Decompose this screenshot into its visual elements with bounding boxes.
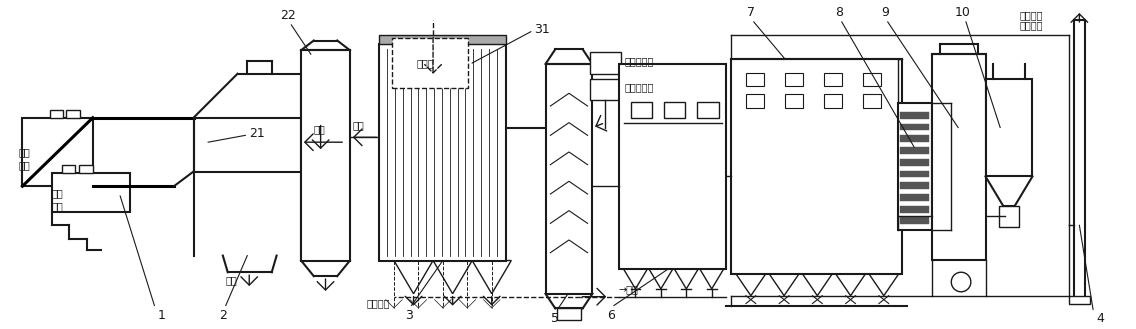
Bar: [61, 165, 75, 172]
Bar: [590, 79, 620, 100]
Bar: [732, 59, 902, 274]
Bar: [897, 103, 932, 230]
Text: 垃圾: 垃圾: [18, 160, 31, 170]
Text: 涉疫: 涉疫: [18, 147, 31, 157]
Bar: [901, 124, 929, 131]
Text: 9: 9: [880, 6, 888, 19]
Text: 垃圾: 垃圾: [52, 201, 64, 211]
Text: 柴油: 柴油: [314, 124, 326, 135]
Text: 4: 4: [1096, 312, 1104, 325]
Bar: [1069, 296, 1091, 304]
Text: 6: 6: [607, 309, 615, 322]
Bar: [50, 110, 64, 118]
Bar: [1000, 206, 1019, 227]
Text: 31: 31: [534, 23, 550, 36]
Bar: [558, 308, 580, 320]
Text: 炉渣: 炉渣: [226, 275, 237, 285]
Text: 活性炭喂料: 活性炭喂料: [625, 83, 654, 92]
Text: 处理后的: 处理后的: [1020, 10, 1043, 20]
Bar: [863, 73, 880, 87]
Text: 2: 2: [219, 309, 227, 322]
Bar: [863, 94, 880, 108]
Text: 焚烧尾气: 焚烧尾气: [1020, 20, 1043, 30]
Text: 10: 10: [955, 6, 971, 19]
Bar: [825, 73, 842, 87]
Bar: [901, 206, 929, 213]
Bar: [590, 52, 620, 74]
Bar: [901, 194, 929, 201]
Bar: [901, 147, 929, 154]
Bar: [545, 64, 593, 294]
Text: 氨水: 氨水: [353, 120, 365, 131]
Bar: [901, 135, 929, 142]
Text: 3: 3: [404, 309, 412, 322]
Bar: [901, 217, 929, 224]
Bar: [785, 73, 803, 87]
Bar: [80, 165, 93, 172]
Text: 7: 7: [746, 6, 754, 19]
Bar: [698, 102, 719, 118]
Bar: [619, 64, 726, 269]
Bar: [66, 110, 80, 118]
Text: →飞灰: →飞灰: [619, 284, 638, 294]
Text: 8: 8: [835, 6, 843, 19]
Text: 22: 22: [281, 9, 296, 22]
Bar: [825, 94, 842, 108]
Bar: [901, 159, 929, 166]
Bar: [901, 112, 929, 119]
Text: 5: 5: [551, 312, 559, 325]
Bar: [746, 73, 763, 87]
Bar: [23, 118, 93, 186]
Bar: [986, 79, 1033, 176]
Bar: [932, 54, 986, 260]
Text: 锅炉排水: 锅炉排水: [367, 298, 390, 309]
Bar: [392, 38, 468, 89]
Bar: [746, 94, 763, 108]
Text: 1: 1: [157, 309, 165, 322]
Text: 汽轮机: 汽轮机: [417, 58, 434, 68]
Bar: [901, 170, 929, 177]
Text: 消石灰喂料: 消石灰喂料: [625, 56, 654, 66]
Bar: [379, 35, 507, 44]
Bar: [1074, 20, 1085, 304]
Text: 21: 21: [249, 127, 265, 140]
Bar: [52, 172, 130, 212]
Text: 涉疫: 涉疫: [52, 188, 64, 198]
Bar: [379, 44, 507, 261]
Bar: [785, 94, 803, 108]
Bar: [630, 102, 652, 118]
Bar: [301, 50, 350, 261]
Bar: [663, 102, 685, 118]
Bar: [901, 182, 929, 189]
